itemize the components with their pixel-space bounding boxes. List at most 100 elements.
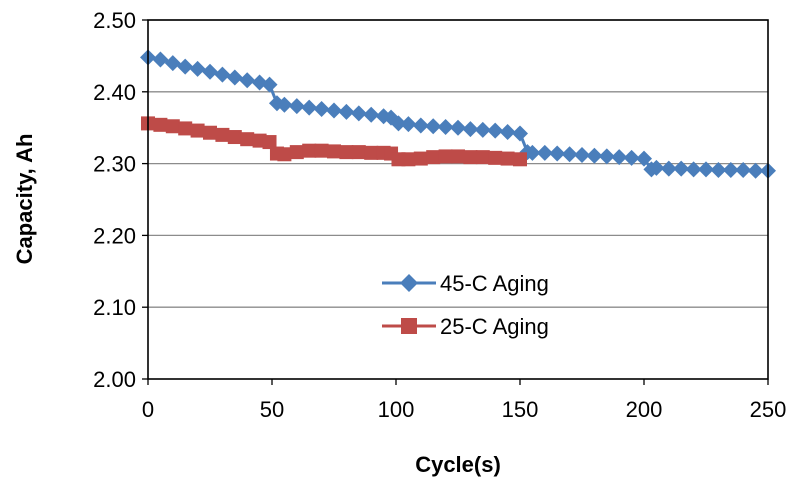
data-point — [747, 162, 764, 179]
data-point — [524, 144, 541, 161]
data-point — [425, 118, 442, 135]
data-point — [214, 66, 231, 83]
series-45c-aging — [140, 49, 776, 179]
x-tick-label: 200 — [626, 397, 663, 422]
data-point — [735, 162, 752, 179]
data-point — [499, 124, 516, 141]
gridlines — [148, 19, 768, 308]
legend-marker — [400, 274, 418, 292]
data-point — [413, 151, 428, 166]
legend: 45-C Aging 25-C Aging — [382, 271, 549, 339]
data-point — [513, 152, 527, 167]
data-point — [226, 69, 243, 86]
legend-marker — [401, 318, 417, 334]
y-axis-title: Capacity, Ah — [12, 134, 37, 265]
data-point — [500, 151, 515, 166]
data-point — [426, 150, 441, 165]
data-point — [586, 147, 603, 164]
data-point — [152, 51, 169, 68]
data-point — [277, 147, 292, 162]
plot-area-border — [147, 19, 769, 380]
data-point — [178, 121, 193, 136]
data-point — [698, 161, 714, 178]
data-point — [202, 63, 218, 80]
data-point — [710, 162, 727, 179]
data-point — [487, 122, 504, 139]
data-point — [189, 60, 206, 77]
data-point — [363, 106, 380, 123]
data-point — [462, 121, 479, 138]
y-tick-label: 2.50 — [93, 8, 136, 33]
tick-labels: 2.00 2.10 2.20 2.30 2.40 2.50 0 50 100 150 200 250 — [93, 8, 786, 422]
data-point — [288, 98, 305, 115]
data-point — [261, 76, 278, 93]
x-tick-label: 150 — [502, 397, 539, 422]
legend-label: 45-C Aging — [440, 271, 549, 296]
data-point — [289, 145, 304, 160]
y-tick-label: 2.00 — [93, 367, 136, 392]
data-point — [339, 145, 354, 160]
legend-entry: 25-C Aging — [382, 314, 549, 339]
y-tick-label: 2.20 — [93, 223, 136, 248]
data-point — [536, 144, 553, 161]
data-point — [673, 160, 690, 177]
y-tick-label: 2.40 — [93, 80, 136, 105]
data-point — [327, 144, 341, 159]
data-point — [400, 116, 417, 133]
data-point — [636, 150, 652, 167]
legend-label: 25-C Aging — [440, 314, 549, 339]
data-point — [165, 119, 180, 134]
data-point — [239, 72, 256, 89]
data-point — [561, 146, 578, 163]
data-point — [351, 145, 366, 160]
x-axis-title: Cycle(s) — [415, 452, 501, 477]
data-point — [240, 132, 255, 147]
data-point — [350, 105, 367, 122]
data-point — [437, 118, 454, 135]
data-point — [611, 149, 628, 166]
data-point — [215, 127, 230, 142]
data-point — [190, 123, 205, 138]
data-point — [276, 96, 293, 113]
data-point — [474, 121, 491, 138]
data-point — [203, 125, 217, 140]
data-point — [475, 150, 490, 165]
data-point — [390, 115, 407, 132]
data-point — [302, 143, 317, 158]
data-point — [722, 162, 739, 179]
data-point — [364, 145, 379, 160]
data-point — [451, 149, 465, 164]
data-point — [338, 103, 355, 120]
data-point — [313, 101, 330, 118]
data-point — [574, 146, 590, 163]
data-point — [549, 145, 566, 162]
data-point — [463, 150, 478, 165]
y-tick-label: 2.30 — [93, 152, 136, 177]
data-point — [401, 152, 416, 167]
data-point — [153, 117, 168, 132]
series-25c-aging — [141, 116, 527, 167]
data-point — [438, 149, 453, 164]
data-point — [301, 99, 318, 116]
data-point — [326, 102, 342, 119]
data-point — [598, 148, 615, 165]
data-point — [262, 135, 277, 150]
data-point — [488, 150, 503, 165]
data-point — [314, 143, 329, 158]
series-layer — [140, 49, 776, 179]
x-tick-label: 0 — [142, 397, 154, 422]
axes — [142, 19, 769, 385]
x-tick-label: 50 — [260, 397, 284, 422]
data-point — [227, 130, 242, 145]
data-point — [512, 125, 528, 142]
data-point — [685, 161, 702, 178]
data-point — [164, 55, 181, 72]
data-point — [660, 160, 677, 177]
legend-entry: 45-C Aging — [382, 271, 549, 296]
data-point — [412, 117, 429, 134]
data-point — [623, 149, 640, 166]
data-point — [177, 58, 194, 75]
x-tick-label: 250 — [750, 397, 787, 422]
